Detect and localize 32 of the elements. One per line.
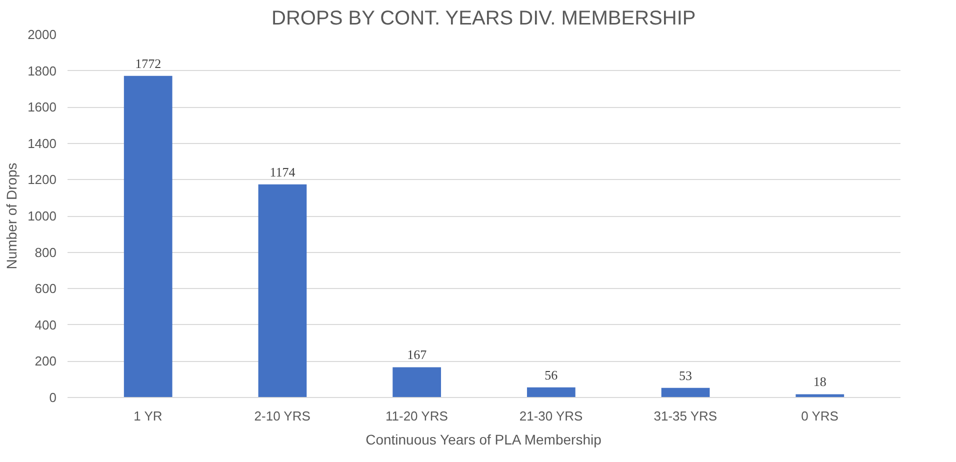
data-label: 1174 bbox=[270, 164, 296, 180]
y-tick-label: 1400 bbox=[28, 136, 56, 151]
y-tick-label: 600 bbox=[34, 281, 57, 296]
y-tick-label: 2000 bbox=[28, 27, 56, 42]
x-tick-label: 31-35 YRS bbox=[654, 408, 718, 424]
x-tick-label: 1 YR bbox=[134, 408, 162, 424]
y-tick-label: 1000 bbox=[28, 208, 56, 224]
bar bbox=[258, 184, 307, 398]
bar bbox=[796, 394, 844, 398]
data-label: 56 bbox=[544, 367, 558, 382]
y-tick-label: 200 bbox=[34, 354, 57, 369]
bar bbox=[392, 367, 442, 398]
data-label: 167 bbox=[407, 347, 428, 362]
y-tick-label: 1200 bbox=[28, 172, 56, 188]
data-label: 18 bbox=[813, 374, 826, 390]
y-tick-label: 1600 bbox=[28, 100, 56, 115]
data-label: 53 bbox=[679, 368, 692, 383]
x-axis-title: Continuous Years of PLA Membership bbox=[366, 432, 602, 448]
y-tick-label: 0 bbox=[49, 390, 57, 405]
bar bbox=[526, 387, 576, 398]
y-tick-label: 800 bbox=[34, 244, 57, 260]
x-tick-label: 2-10 YRS bbox=[254, 408, 311, 424]
y-axis-title: Number of Drops bbox=[4, 162, 20, 270]
chart-title: DROPS BY CONT. YEARS DIV. MEMBERSHIP bbox=[272, 8, 696, 30]
bar bbox=[124, 76, 172, 398]
bar bbox=[661, 388, 710, 398]
x-tick-label: 11-20 YRS bbox=[386, 408, 448, 424]
y-tick-label: 1800 bbox=[28, 63, 56, 78]
x-tick-label: 21-30 YRS bbox=[519, 408, 584, 424]
x-tick-label: 0 YRS bbox=[801, 408, 839, 424]
y-tick-label: 400 bbox=[34, 317, 57, 332]
data-label: 1772 bbox=[135, 56, 162, 71]
